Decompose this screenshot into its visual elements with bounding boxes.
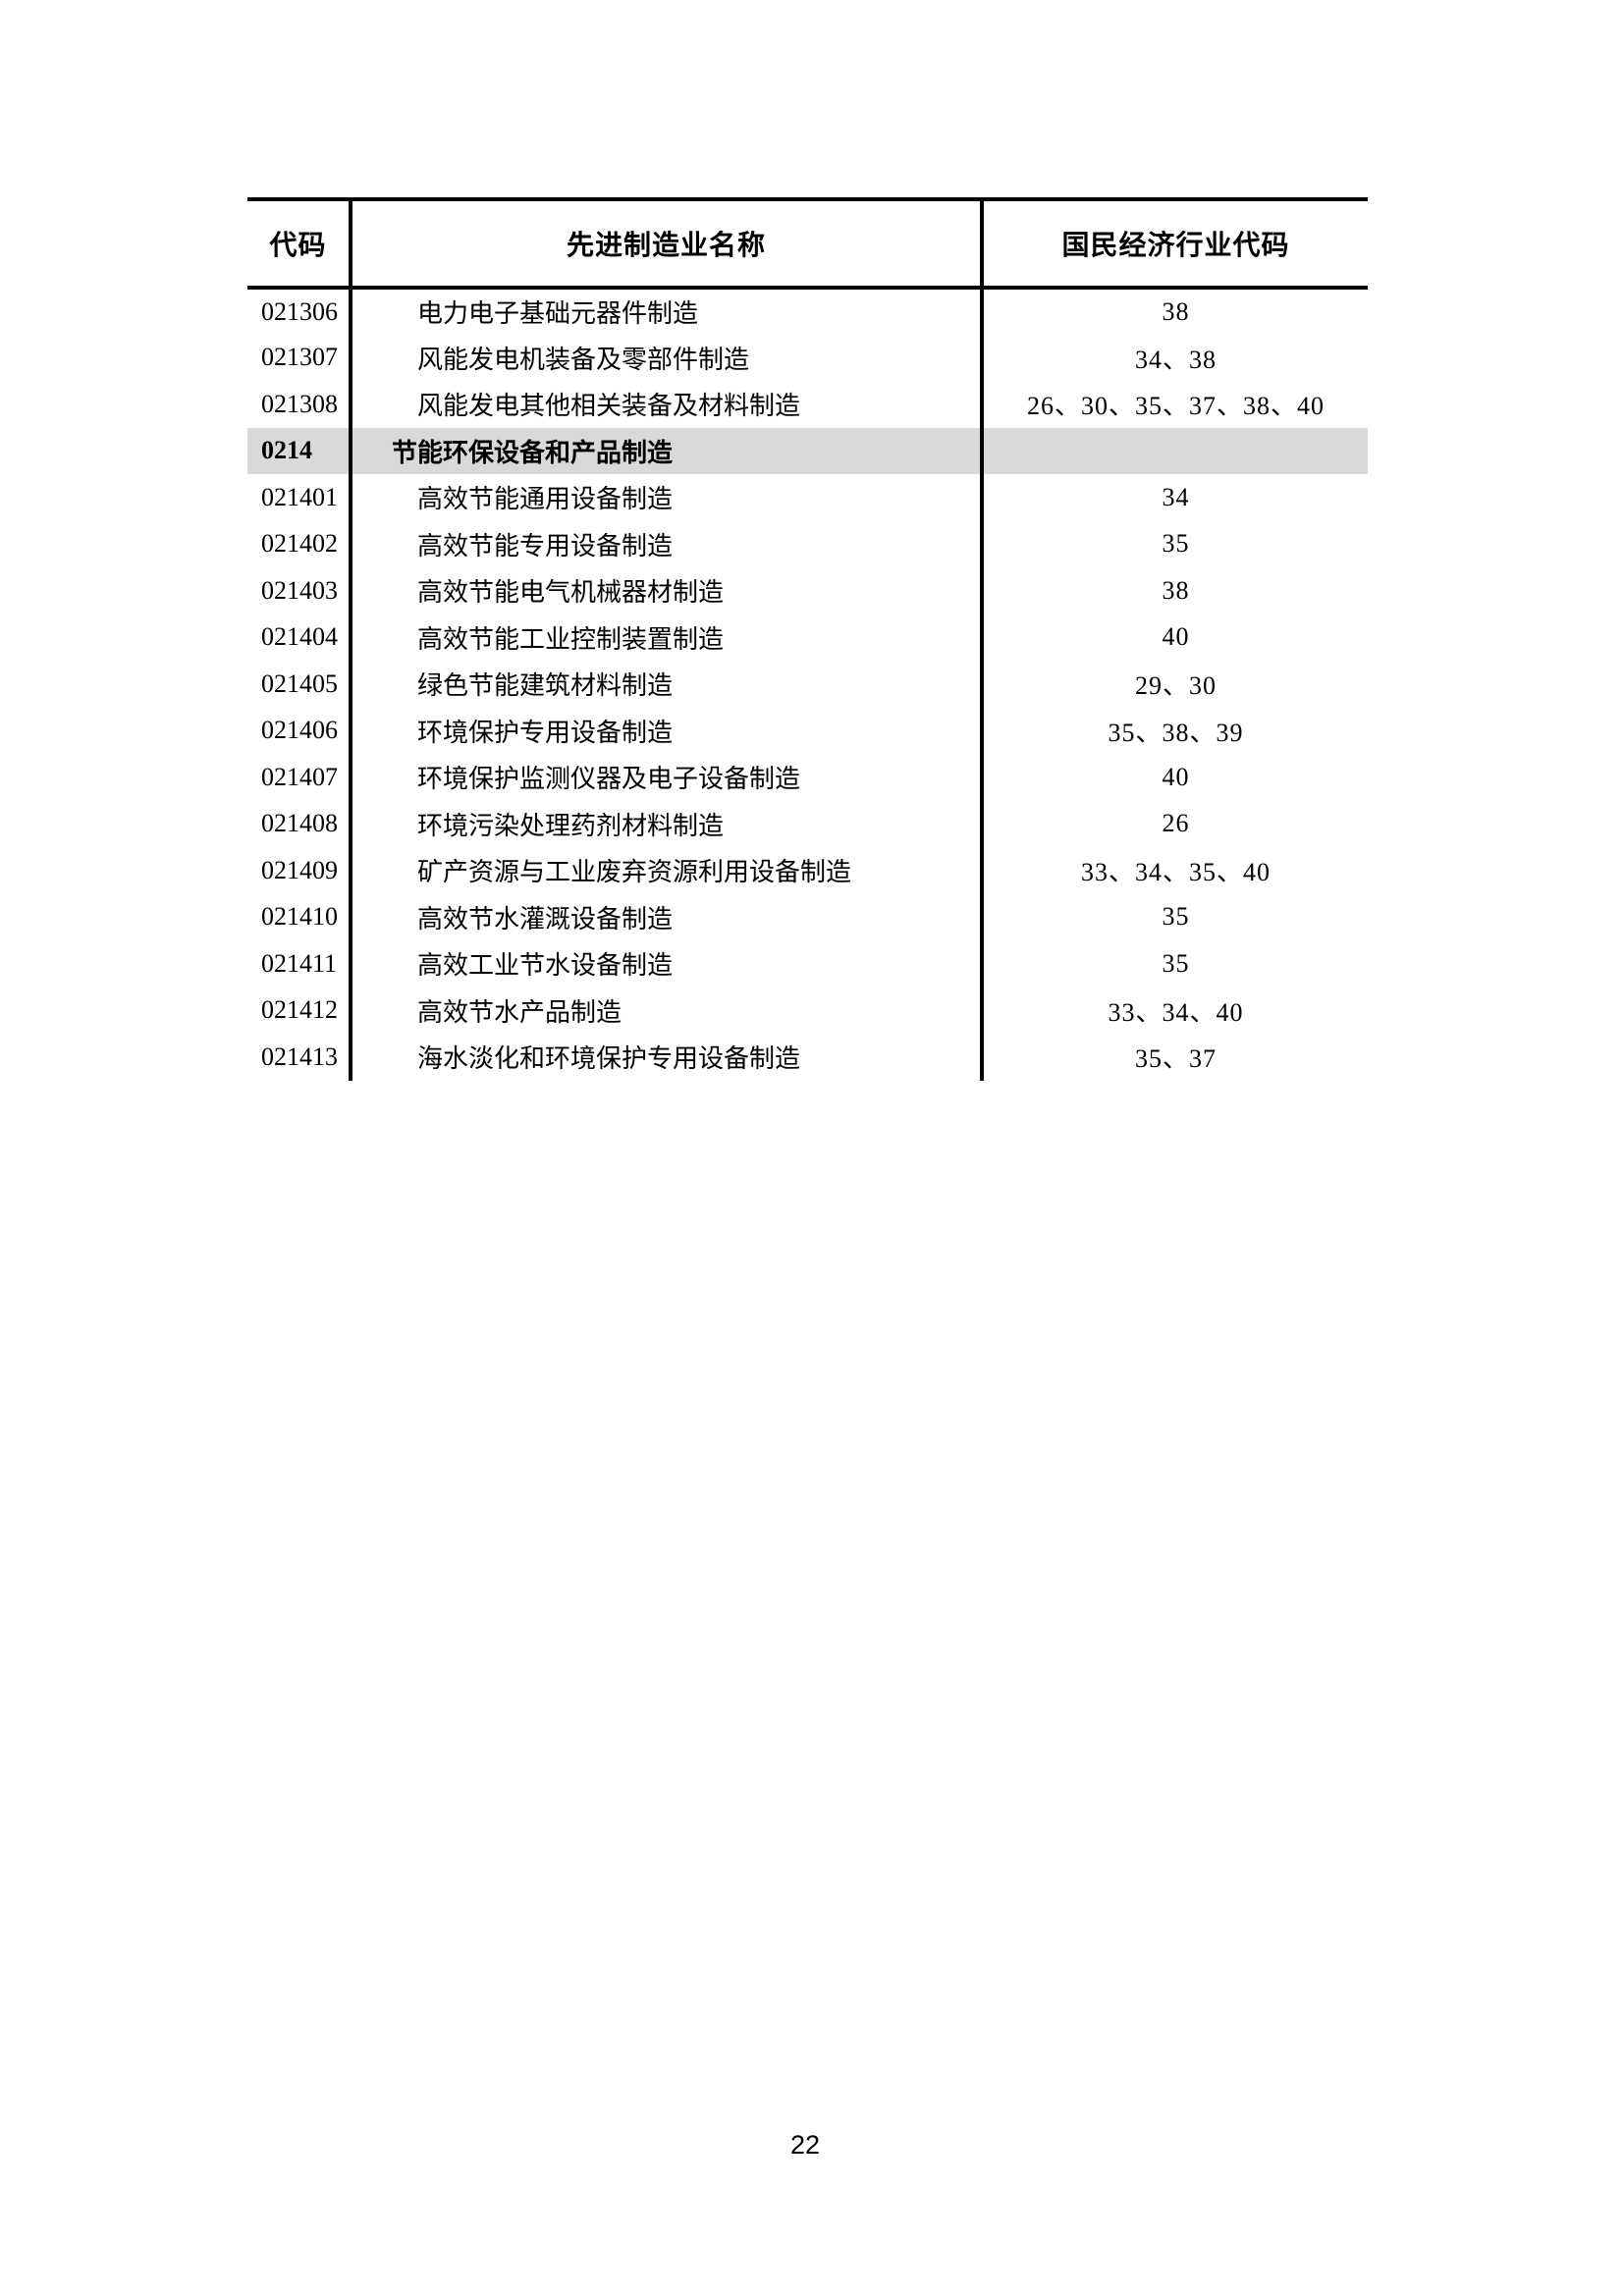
cell-industry-codes: 35、37	[1134, 1044, 1217, 1074]
cell-industry-name: 高效节能工业控制装置制造	[351, 614, 984, 661]
table-row: 0214 节能环保设备和产品制造	[247, 427, 1368, 474]
cell-industry-codes: 26、30、35、37、38、40	[1026, 392, 1325, 421]
cell-industry-name: 高效节水灌溉设备制造	[351, 893, 984, 940]
cell-industry-name: 环境污染处理药剂材料制造	[351, 800, 984, 847]
cell-industry-name: 节能环保设备和产品制造	[351, 427, 984, 474]
industry-code-table: 代码 先进制造业名称 国民经济行业代码 021306 电力电子基础元器件制造 3…	[247, 197, 1368, 1081]
cell-code: 021407	[247, 754, 352, 801]
cell-industry-codes: 40	[1162, 762, 1190, 791]
cell-industry-codes: 34	[1162, 482, 1190, 511]
table-row: 021408 环境污染处理药剂材料制造 26	[247, 800, 1368, 847]
cell-code: 021412	[247, 987, 352, 1034]
header-industry-name: 先进制造业名称	[351, 199, 984, 290]
table-row: 021406 环境保护专用设备制造 35、38、39	[247, 707, 1368, 754]
page-number: 22	[789, 2130, 821, 2160]
cell-industry-name: 高效节水产品制造	[351, 987, 984, 1034]
cell-code: 0214	[247, 427, 352, 474]
header-code: 代码	[247, 199, 352, 290]
cell-industry-name: 风能发电其他相关装备及材料制造	[351, 381, 984, 428]
cell-code: 021402	[247, 520, 352, 567]
cell-industry-name: 矿产资源与工业废弃资源利用设备制造	[351, 847, 984, 894]
cell-industry-codes: 35	[1162, 902, 1190, 932]
cell-industry-codes: 35	[1162, 529, 1190, 559]
cell-code: 021401	[247, 474, 352, 521]
table-row: 021411 高效工业节水设备制造 35	[247, 940, 1368, 988]
cell-industry-codes: 34、38	[1134, 345, 1217, 374]
cell-code: 021307	[247, 334, 352, 381]
table-row: 021307 风能发电机装备及零部件制造 34、38	[247, 334, 1368, 381]
table-row: 021404 高效节能工业控制装置制造 40	[247, 614, 1368, 661]
table-row: 021412 高效节水产品制造 33、34、40	[247, 987, 1368, 1034]
table-row: 021405 绿色节能建筑材料制造 29、30	[247, 661, 1368, 708]
cell-code: 021413	[247, 1034, 352, 1081]
cell-code: 021403	[247, 567, 352, 614]
cell-industry-name: 电力电子基础元器件制造	[351, 288, 984, 335]
table-row: 021413 海水淡化和环境保护专用设备制造 35、37	[247, 1034, 1368, 1081]
table-row: 021308 风能发电其他相关装备及材料制造 26、30、35、37、38、40	[247, 381, 1368, 428]
cell-industry-name: 环境保护监测仪器及电子设备制造	[351, 754, 984, 801]
cell-industry-codes: 38	[1162, 575, 1190, 605]
table-row: 021409 矿产资源与工业废弃资源利用设备制造 33、34、35、40	[247, 847, 1368, 894]
cell-industry-name: 环境保护专用设备制造	[351, 707, 984, 754]
table-row: 021306 电力电子基础元器件制造 38	[247, 288, 1368, 335]
table-row: 021401 高效节能通用设备制造 34	[247, 474, 1368, 521]
cell-code: 021308	[247, 381, 352, 428]
cell-industry-codes: 29、30	[1134, 671, 1217, 701]
cell-industry-codes: 35、38、39	[1108, 718, 1244, 747]
cell-industry-name: 绿色节能建筑材料制造	[351, 661, 984, 708]
cell-industry-name: 海水淡化和环境保护专用设备制造	[351, 1034, 984, 1081]
cell-code: 021405	[247, 661, 352, 708]
table-row: 021410 高效节水灌溉设备制造 35	[247, 893, 1368, 940]
table-body: 021306 电力电子基础元器件制造 38 021307 风能发电机装备及零部件…	[247, 288, 1368, 1081]
cell-industry-name: 高效工业节水设备制造	[351, 940, 984, 988]
cell-code: 021406	[247, 707, 352, 754]
cell-industry-codes	[982, 427, 1368, 474]
table-row: 021403 高效节能电气机械器材制造 38	[247, 567, 1368, 614]
cell-industry-name: 高效节能电气机械器材制造	[351, 567, 984, 614]
cell-code: 021408	[247, 800, 352, 847]
cell-industry-codes: 38	[1162, 296, 1190, 326]
cell-industry-codes: 40	[1162, 622, 1190, 652]
cell-industry-codes: 33、34、35、40	[1080, 858, 1271, 887]
cell-industry-name: 高效节能专用设备制造	[351, 520, 984, 567]
cell-industry-name: 高效节能通用设备制造	[351, 474, 984, 521]
table-row: 021402 高效节能专用设备制造 35	[247, 520, 1368, 567]
cell-industry-codes: 33、34、40	[1108, 997, 1244, 1027]
cell-code: 021410	[247, 893, 352, 940]
cell-industry-codes: 26	[1162, 809, 1190, 838]
cell-code: 021306	[247, 288, 352, 335]
table-row: 021407 环境保护监测仪器及电子设备制造 40	[247, 754, 1368, 801]
header-national-economy-codes: 国民经济行业代码	[982, 199, 1368, 290]
table-header-row: 代码 先进制造业名称 国民经济行业代码	[247, 199, 1368, 290]
cell-industry-codes: 35	[1162, 948, 1190, 978]
cell-code: 021409	[247, 847, 352, 894]
cell-code: 021411	[247, 940, 352, 988]
cell-industry-name: 风能发电机装备及零部件制造	[351, 334, 984, 381]
cell-code: 021404	[247, 614, 352, 661]
